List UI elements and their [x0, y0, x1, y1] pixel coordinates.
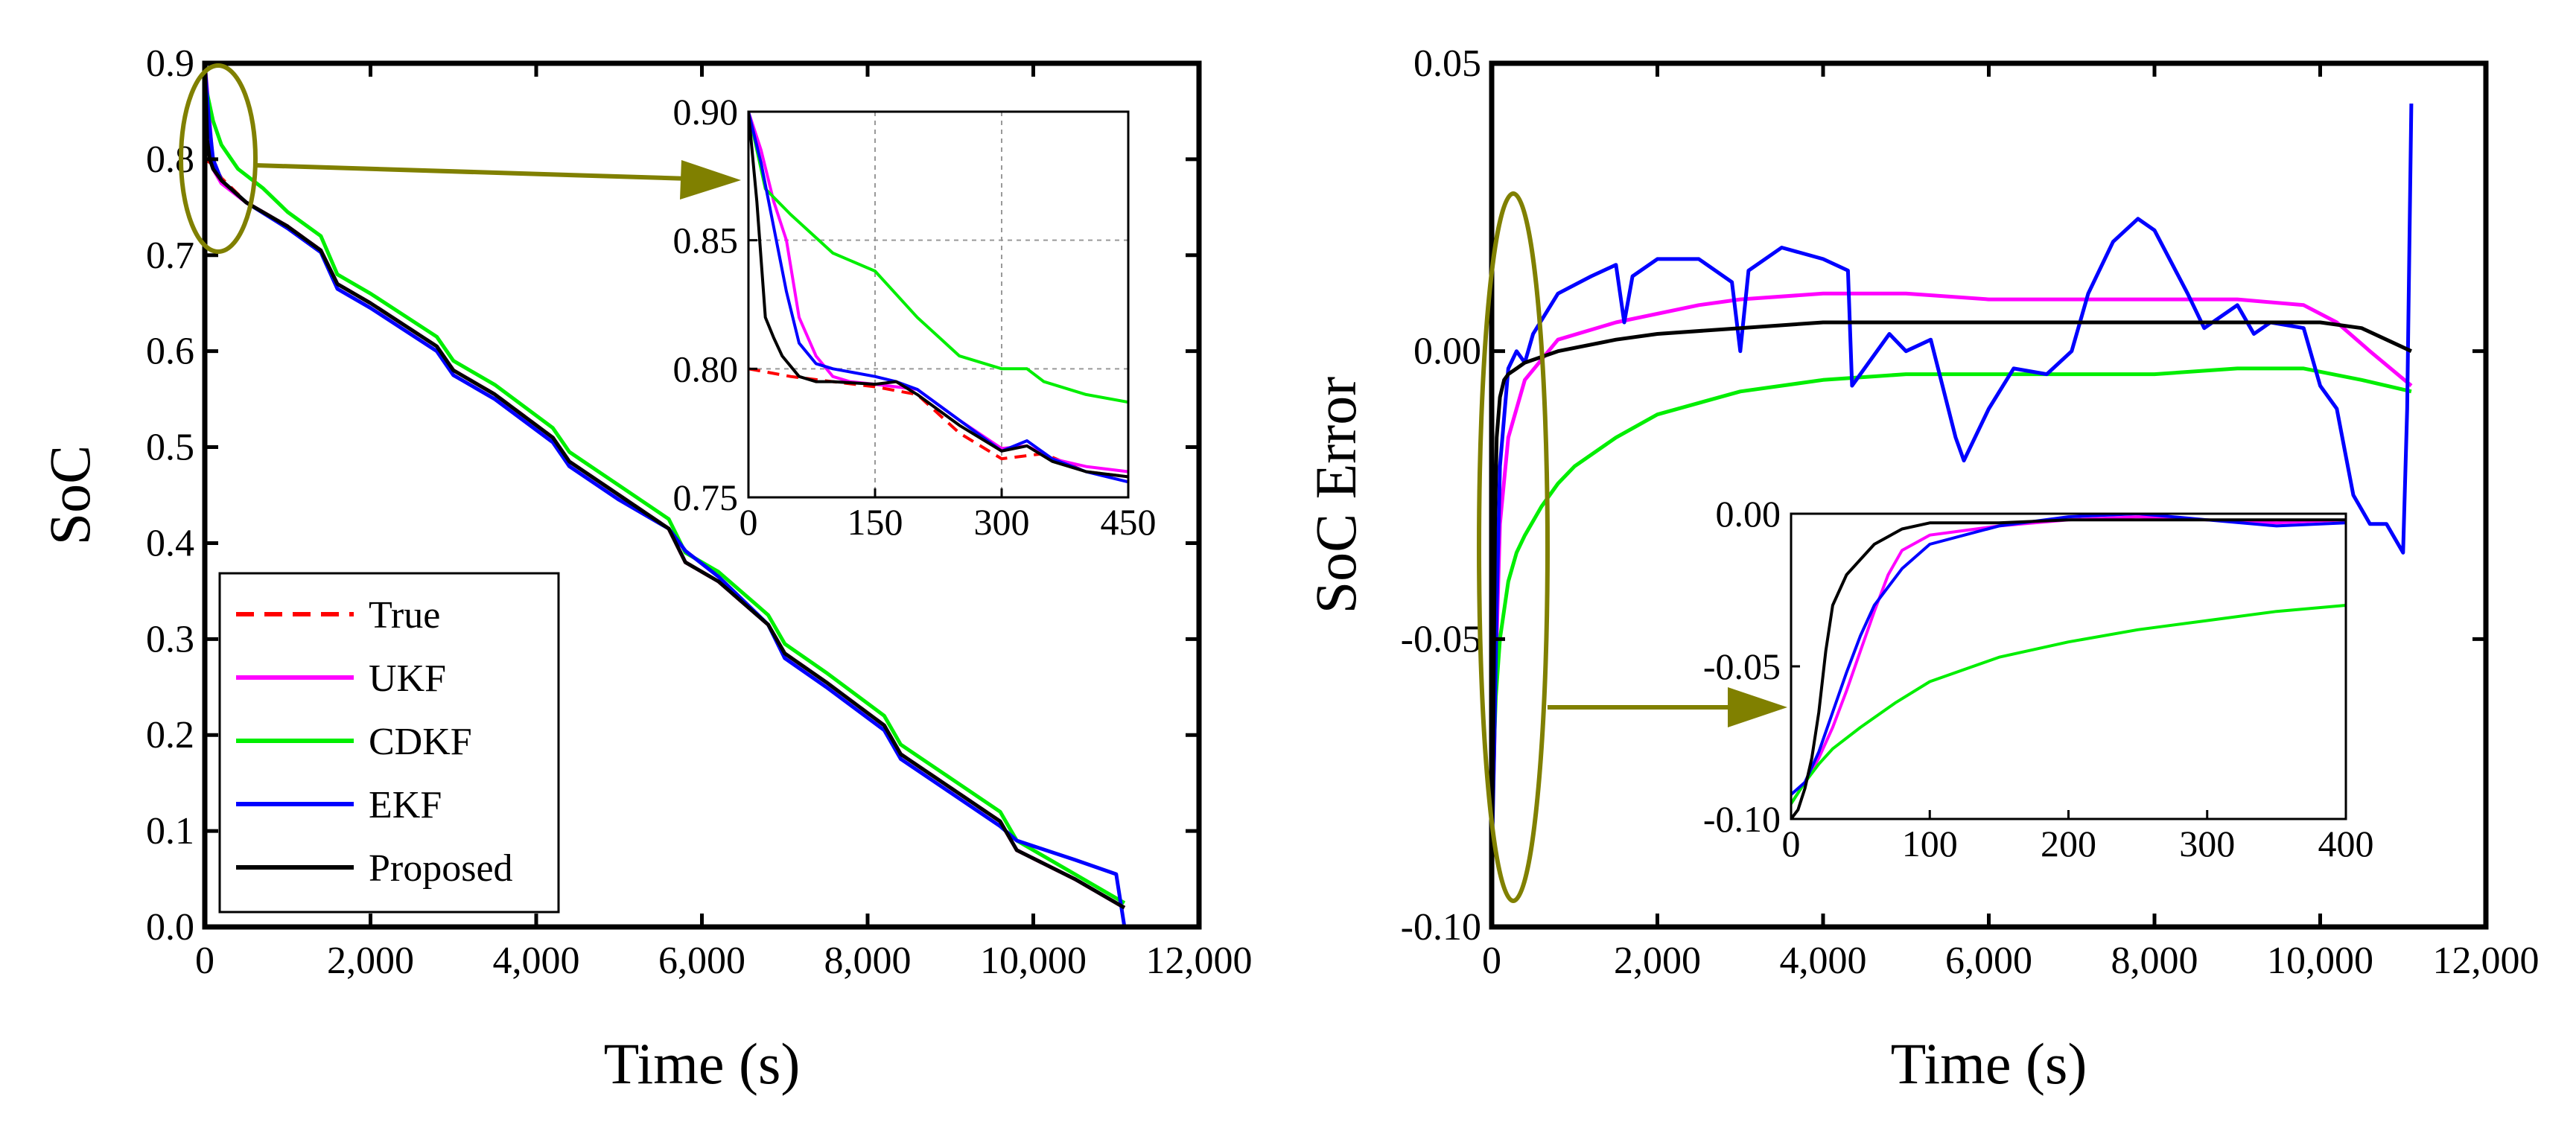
x-tick-label: 10,000: [980, 940, 1087, 982]
x-tick-label: 10,000: [2267, 940, 2373, 982]
series-line-proposed: [1492, 320, 2412, 899]
y-tick-label: -0.10: [1401, 906, 1481, 949]
y-tick-label: 0.2: [146, 714, 194, 756]
x-tick-label: 100: [1902, 823, 1958, 864]
y-tick-label: 0.7: [146, 235, 194, 277]
x-tick-label: 450: [1101, 501, 1157, 543]
legend-label-true: True: [369, 594, 440, 637]
soc-inset-plot: 0 150 300 450 0.75 0.80 0.85 0.90: [673, 91, 1157, 543]
x-tick-label: 0: [740, 501, 758, 543]
x-tick-label: 12,000: [2433, 940, 2540, 982]
x-tick-label: 12,000: [1146, 940, 1253, 982]
y-axis-label: SoC: [37, 445, 102, 545]
y-tick-label: 0.1: [146, 810, 194, 852]
y-tick-label: 0.3: [146, 618, 194, 660]
y-tick-label: 0.85: [673, 220, 739, 261]
series-group: [748, 112, 1128, 484]
legend-label-ukf: UKF: [369, 657, 446, 700]
x-tick-label: 6,000: [658, 940, 745, 982]
series-line-ukf: [1492, 291, 2413, 841]
x-tick-label: 0: [1482, 940, 1501, 982]
y-tick-label: 0.8: [146, 138, 194, 181]
y-tick-label: 0.00: [1716, 493, 1781, 535]
x-tick-label: 200: [2041, 823, 2096, 864]
y-axis-label: SoC Error: [1303, 377, 1368, 614]
x-tick-label: 0: [1782, 823, 1801, 864]
series-line-cdkf: [1791, 604, 2346, 805]
y-tick-label: -0.05: [1401, 618, 1481, 660]
series-line-ekf: [1492, 103, 2414, 870]
series-group: [1791, 514, 2346, 819]
zoom-callouts: [179, 63, 1787, 903]
series-group: [1492, 103, 2414, 899]
y-tick-label: 0.05: [1413, 42, 1481, 85]
x-tick-label: 2,000: [1614, 940, 1701, 982]
inset-background: [748, 112, 1128, 497]
y-tick-label: -0.05: [1703, 646, 1781, 687]
x-axis-label: Time (s): [604, 1031, 801, 1096]
series-line-cdkf: [748, 112, 1128, 404]
x-tick-label: 400: [2318, 823, 2374, 864]
series-line-ekf: [748, 112, 1128, 484]
y-tick-label: 0.9: [146, 42, 194, 85]
y-tick-label: -0.10: [1703, 798, 1781, 840]
soc-plot: 0 2,000 4,000 6,000 8,000 10,000 12,000 0.0 0.1 0…: [37, 42, 1253, 1096]
y-tick-label: 0.80: [673, 348, 739, 389]
axes-frame: [747, 110, 1130, 499]
series-line-ukf: [1791, 515, 2346, 805]
inset-background: [1791, 514, 2346, 819]
soc-error-plot: 0 2,000 4,000 6,000 8,000 10,000 12,000 -0.10 -0…: [1303, 42, 2540, 1096]
series-line-proposed: [748, 112, 1128, 479]
series-line-ekf: [1791, 514, 2346, 796]
legend: True UKF CDKF EKF Proposed: [218, 572, 560, 914]
y-tick-label: 0.4: [146, 522, 194, 564]
legend-label-cdkf: CDKF: [369, 721, 472, 763]
y-tick-label: 0.75: [673, 476, 739, 518]
series-line-proposed: [205, 63, 1126, 910]
y-tick-label: 0.90: [673, 91, 739, 133]
series-line-proposed: [1791, 518, 2346, 819]
x-tick-label: 0: [195, 940, 214, 982]
zoom-arrow-left-head: [680, 160, 741, 200]
x-tick-label: 300: [2179, 823, 2235, 864]
x-tick-label: 8,000: [2111, 940, 2198, 982]
soc-error-inset-plot: 0 100 200 300 400 -0.10 -0.05 0.00: [1703, 493, 2374, 864]
y-tick-label: 0.00: [1413, 331, 1481, 373]
y-tick-label: 0.6: [146, 331, 194, 373]
x-tick-label: 2,000: [327, 940, 414, 982]
x-tick-label: 4,000: [1780, 940, 1867, 982]
x-tick-label: 8,000: [824, 940, 912, 982]
x-tick-label: 4,000: [493, 940, 580, 982]
zoom-ellipse-left: [179, 63, 258, 254]
legend-label-ekf: EKF: [369, 784, 442, 826]
zoom-ellipse-right: [1477, 191, 1550, 903]
x-axis-label: Time (s): [1891, 1031, 2087, 1096]
x-tick-label: 300: [974, 501, 1030, 543]
zoom-arrow-left-shaft: [255, 163, 690, 181]
x-tick-label: 6,000: [1945, 940, 2032, 982]
zoom-arrow-right-head: [1728, 687, 1787, 727]
x-tick-label: 150: [847, 501, 903, 543]
legend-label-proposed: Proposed: [369, 847, 513, 890]
y-tick-label: 0.5: [146, 427, 194, 469]
series-line-cdkf: [1492, 366, 2412, 812]
y-tick-label: 0.0: [146, 906, 194, 949]
